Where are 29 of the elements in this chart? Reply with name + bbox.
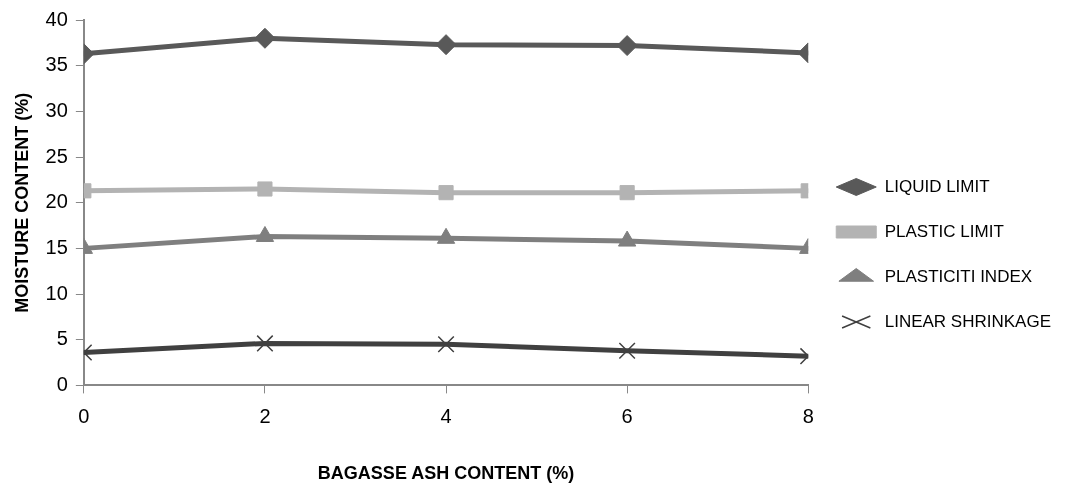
- legend-label: LIQUID LIMIT: [884, 176, 990, 196]
- y-tick-label: 20: [45, 190, 68, 213]
- y-tick-label: 30: [45, 98, 68, 121]
- point: [256, 334, 274, 352]
- y-tick-label: 25: [45, 144, 68, 167]
- x-tick-label: 6: [621, 404, 633, 427]
- y-tick-label: 35: [45, 53, 68, 76]
- point: [616, 35, 638, 57]
- point: [257, 181, 273, 197]
- point: [619, 185, 635, 201]
- y-tick-label: 10: [45, 281, 68, 304]
- x-tick-label: 8: [802, 404, 814, 427]
- y-tick-label: 40: [45, 7, 68, 30]
- y-tick-label: 5: [56, 327, 68, 350]
- point: [437, 335, 455, 353]
- x-tick-label: 0: [78, 404, 90, 427]
- x-axis-title: BAGASSE ASH CONTENT (%): [317, 463, 575, 484]
- y-axis-title: MOISTURE CONTENT (%): [11, 92, 32, 313]
- point: [254, 27, 276, 49]
- point: [435, 34, 457, 56]
- y-tick-label: 0: [56, 372, 68, 395]
- legend-label: PLASTIC LIMIT: [884, 221, 1004, 241]
- legend-label: PLASTICITI INDEX: [884, 266, 1033, 286]
- legend-label: LINEAR SHRINKAGE: [884, 311, 1051, 331]
- x-tick-label: 2: [259, 404, 271, 427]
- y-tick-label: 15: [45, 235, 68, 258]
- x-tick-label: 4: [440, 404, 452, 427]
- point: [618, 342, 636, 360]
- point: [438, 185, 454, 201]
